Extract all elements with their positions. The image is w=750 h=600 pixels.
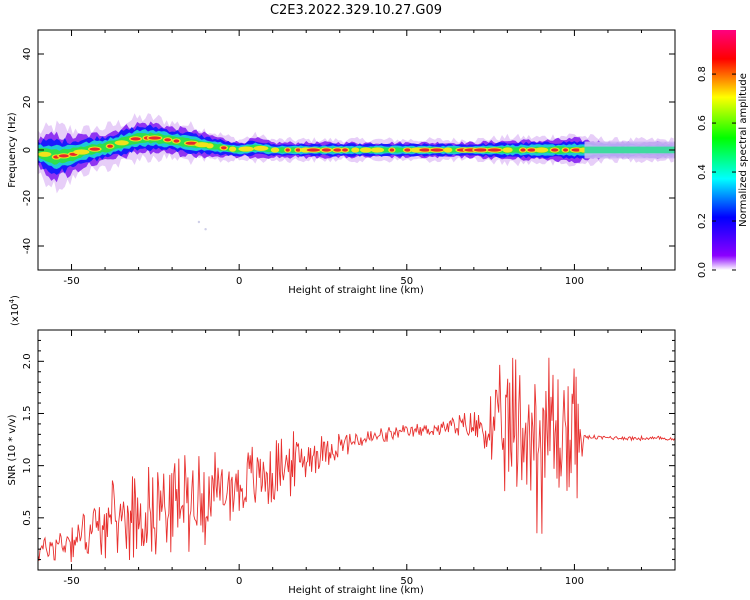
spectrogram-hotspot-red [107, 144, 113, 148]
spectrogram-hotspot-red [571, 148, 582, 152]
spectrogram-hotspot-yellow [534, 147, 549, 153]
spectrogram-x-tick-label: 50 [400, 276, 413, 287]
spectrogram-hotspot-red [389, 148, 395, 152]
spectrogram-speck [204, 228, 207, 231]
spectrogram-hotspot-red [148, 136, 161, 140]
snr-y-tick-label: 0.5 [22, 510, 33, 526]
spectrogram-y-tick-label: -40 [22, 238, 33, 254]
spectrogram-hotspot-red [130, 137, 141, 141]
snr-y-tick-label: 1.0 [22, 458, 33, 474]
spectrogram-hotspot-red [221, 146, 227, 150]
snr-x-tick-label: 50 [400, 576, 413, 587]
snr-x-tick-label: 0 [236, 576, 242, 587]
snr-ylabel: SNR (10 * v/v) [7, 414, 18, 485]
spectrogram-hotspot-red [563, 148, 568, 152]
snr-panel: -50 0 50 100 0.5 1.0 1.5 2.0 Height of straight… [7, 295, 676, 596]
figure-title: C2E3.2022.329.10.27.G09 [270, 3, 442, 18]
spectrogram-hotspot-red [487, 148, 502, 152]
spectrogram-hotspot-red [89, 147, 101, 151]
spectrogram-hotspot-yellow [206, 143, 214, 149]
spectrogram-hotspot-red [430, 148, 444, 152]
spectrogram-y-tick-label: -20 [22, 190, 33, 206]
colorbar-label: Normalized spectral amplitude [738, 73, 749, 227]
spectrogram-hotspot-yellow [443, 147, 453, 153]
spectrogram-xlabel: Height of straight line (km) [288, 285, 424, 296]
spectrogram-hotspot-yellow [114, 140, 129, 146]
snr-x-tick-label: -50 [63, 576, 79, 587]
spectrogram-ylabel: Frequency (Hz) [7, 112, 18, 188]
spectrogram-hotspot-red [473, 148, 488, 152]
spectrogram-hotspot-yellow [73, 149, 90, 155]
spectrogram-hotspot-yellow [370, 147, 385, 153]
spectrogram-hotspot-yellow [502, 147, 513, 153]
spectrogram-hotspot-yellow [360, 147, 372, 153]
colorbar-tick-label: 0.2 [697, 213, 708, 229]
spectrogram-x-tick-label: -50 [63, 276, 79, 287]
spectrogram-panel: -50 0 50 100 -40 -20 0 20 40 Height of straight … [7, 29, 676, 296]
colorbar-tick-label: 0.6 [697, 115, 708, 131]
spectrogram-hotspot-red [58, 154, 69, 158]
colorbar-tick-label: 0.4 [697, 164, 708, 180]
spectrogram-hotspot-yellow [238, 146, 254, 152]
colorbar-tick-label: 0.8 [697, 66, 708, 82]
spectrogram-hotspot-red [551, 148, 559, 152]
spectrogram-hotspot-red [185, 141, 198, 145]
colorbar-tick-label: 0.0 [697, 262, 708, 278]
spectrogram-hotspot-red [164, 138, 171, 142]
spectrogram-hotspot-red [404, 148, 411, 152]
snr-ticks: -50 0 50 100 0.5 1.0 1.5 2.0 [22, 330, 676, 587]
spectrogram-x-tick-label: 0 [236, 276, 242, 287]
spectrogram-hotspot-yellow [351, 147, 360, 153]
colorbar-gradient [712, 30, 736, 270]
snr-y-tick-label: 2.0 [22, 353, 33, 369]
spectrogram-hotspot-red [295, 148, 301, 152]
colorbar-ticks: 0.0 0.2 0.4 0.6 0.8 [697, 66, 736, 278]
spectrogram-y-tick-label: 20 [22, 96, 33, 109]
snr-xlabel: Height of straight line (km) [288, 585, 424, 596]
spectrogram-ticks: -50 0 50 100 -40 -20 0 20 40 [22, 30, 676, 287]
snr-multiplier: (x104) [8, 295, 21, 326]
spectrogram-hotspot-red [527, 148, 536, 152]
spectrogram-tail-core [584, 146, 675, 154]
snr-y-tick-label: 1.5 [22, 406, 33, 422]
spectrogram-ridge [38, 113, 675, 231]
spectrogram-hotspot-red [333, 148, 342, 152]
spectrogram-hotspot-yellow [270, 147, 280, 153]
spectrogram-hotspot-yellow [253, 145, 269, 151]
spectrogram-hotspot-red [285, 148, 290, 152]
spectrogram-x-tick-label: 100 [565, 276, 584, 287]
spectrogram-hotspot-yellow [229, 146, 237, 152]
colorbar: 0.0 0.2 0.4 0.6 0.8 Normalized spectral ampl… [697, 30, 749, 278]
spectrogram-y-tick-label: 0 [22, 147, 33, 153]
spectrogram-hotspot-red [520, 148, 526, 152]
snr-series-line [38, 357, 675, 563]
spectrogram-hotspot-yellow [38, 151, 52, 157]
spectrogram-hotspot-red [321, 148, 331, 152]
spectrogram-hotspot-red [419, 148, 431, 152]
spectrogram-hotspot-red [306, 148, 321, 152]
spectrogram-hotspot-yellow [194, 142, 210, 148]
spectrogram-hotspot-red [173, 139, 180, 143]
spectrogram-hotspot-red [342, 148, 348, 152]
snr-x-tick-label: 100 [565, 576, 584, 587]
spectrogram-y-tick-label: 40 [22, 48, 33, 61]
spectrogram-speck [197, 220, 201, 224]
snr-frame [37, 329, 676, 571]
